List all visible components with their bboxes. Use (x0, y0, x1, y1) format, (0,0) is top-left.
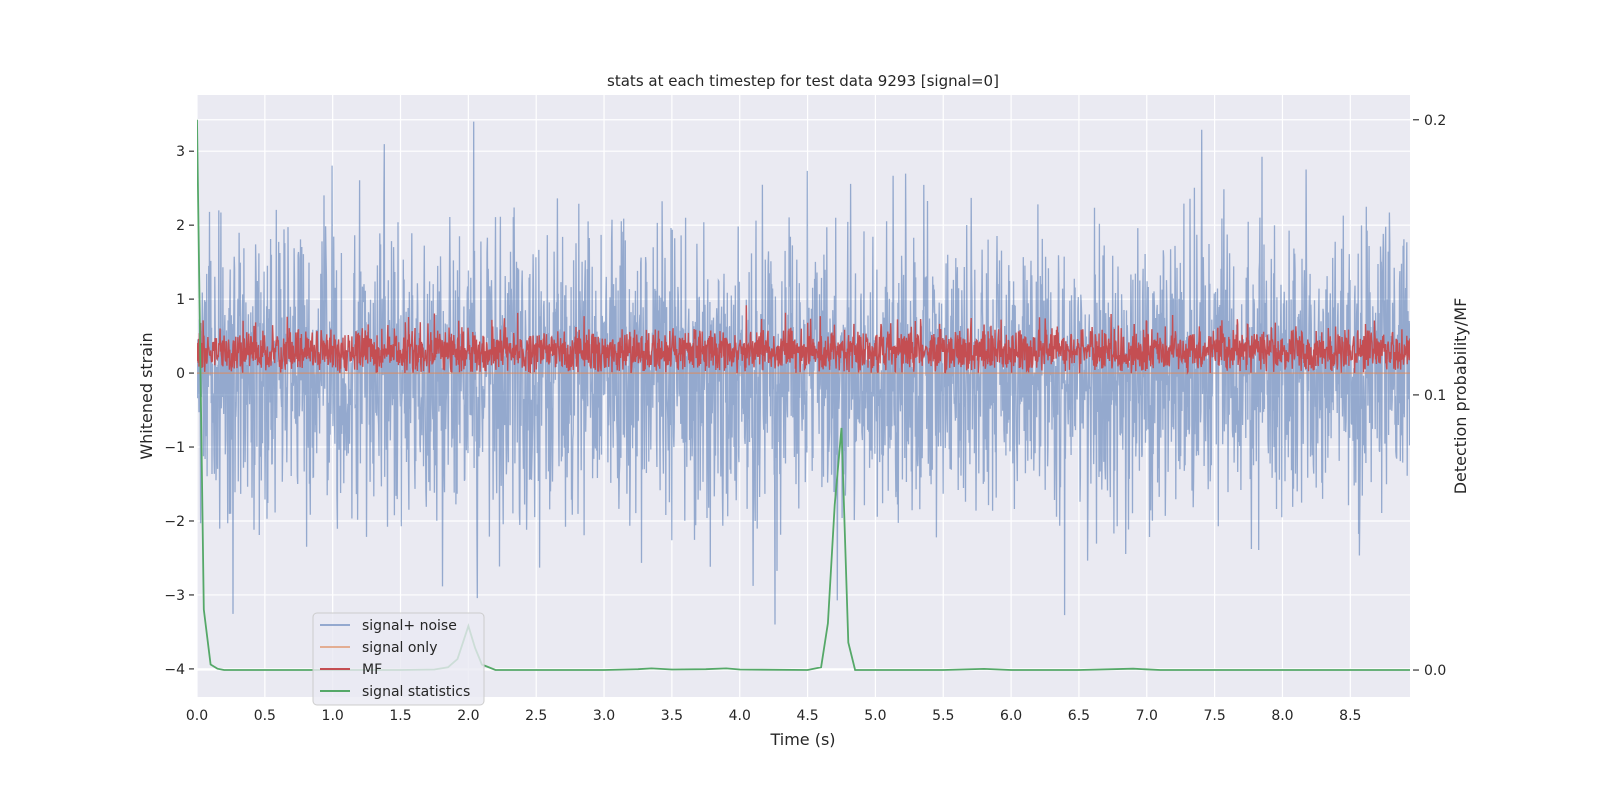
y-tick-label: 0 (176, 366, 185, 382)
x-tick-label: 3.5 (661, 708, 683, 724)
chart-title: stats at each timestep for test data 929… (607, 72, 999, 90)
x-tick-label: 0.5 (254, 708, 276, 724)
axes: 0.0 0.5 1.0 1.5 2.0 2.5 3.0 3.5 4.0 4.5 5.0 5.5 6.0 6… (164, 113, 1446, 724)
series-line-signal-statistics (197, 119, 1410, 671)
x-tick-label: 5.0 (864, 708, 886, 724)
x-tick-label: 5.5 (932, 708, 954, 724)
x-tick-label: 0.0 (186, 708, 208, 724)
x-tick-label: 6.5 (1068, 708, 1090, 724)
x-tick-label: 3.0 (593, 708, 615, 724)
series-line-mf (197, 305, 1410, 375)
y-tick-label: 3 (176, 144, 185, 160)
legend-label: signal+ noise (362, 618, 457, 634)
y-axis-right-label: Detection probability/MF (1451, 298, 1470, 495)
legend: signal+ noise signal only MF signal statist… (312, 612, 485, 706)
x-tick-label: 7.5 (1203, 708, 1225, 724)
x-tick-label: 8.0 (1271, 708, 1293, 724)
x-tick-label: 4.5 (796, 708, 818, 724)
y-tick-label: −1 (164, 440, 185, 456)
x-tick-label: 2.5 (525, 708, 547, 724)
y-right-tick-label: 0.2 (1424, 113, 1446, 129)
y-right-tick-label: 0.0 (1424, 663, 1446, 679)
x-tick-label: 7.0 (1136, 708, 1158, 724)
y-right-tick-label: 0.1 (1424, 388, 1446, 404)
y-axis-label: Whitened strain (137, 332, 156, 459)
legend-label: signal only (362, 640, 437, 656)
y-tick-label: −4 (164, 662, 185, 678)
legend-label: signal statistics (362, 684, 470, 700)
y-tick-label: −2 (164, 514, 185, 530)
x-tick-label: 1.5 (389, 708, 411, 724)
legend-label: MF (362, 662, 382, 678)
x-tick-label: 4.0 (729, 708, 751, 724)
x-tick-label: 8.5 (1339, 708, 1361, 724)
x-axis-label: Time (s) (769, 730, 835, 749)
series-group (197, 119, 1410, 671)
legend-box (312, 612, 485, 706)
x-tick-label: 2.0 (457, 708, 479, 724)
y-tick-label: 2 (176, 218, 185, 234)
y-tick-label: 1 (176, 292, 185, 308)
x-tick-label: 6.0 (1000, 708, 1022, 724)
x-tick-label: 1.0 (322, 708, 344, 724)
y-tick-label: −3 (164, 588, 185, 604)
